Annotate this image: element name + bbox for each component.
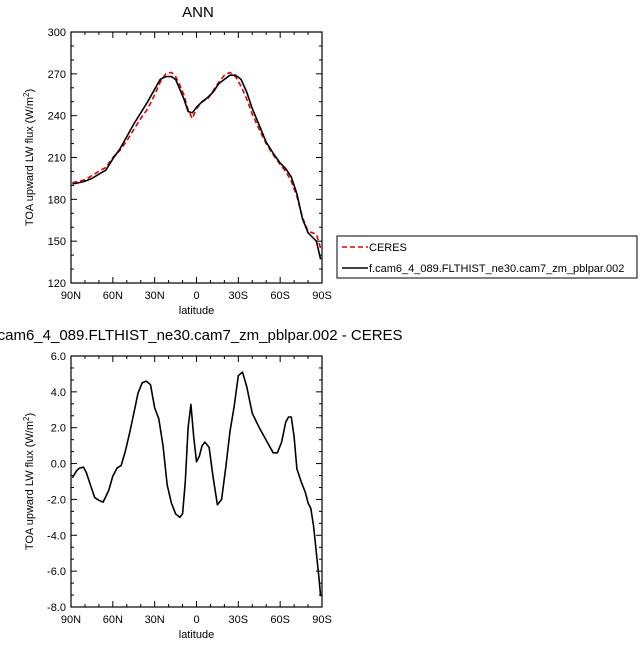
top-xtick-label: 60S [270, 290, 290, 302]
bottom-ytick-label: 0.0 [51, 459, 66, 471]
bottom-xtick-label: 60S [270, 614, 290, 626]
bottom-y-axis-label: TOA upward LW flux (W/m2) [22, 413, 36, 550]
top-x-axis-label: latitude [179, 305, 214, 317]
legend-label-model: f.cam6_4_089.FLTHIST_ne30.cam7_zm_pblpar… [369, 263, 624, 275]
bottom-ytick-label: -8.0 [47, 602, 66, 614]
bottom-ytick-label: -6.0 [47, 566, 66, 578]
top-ytick-label: 180 [48, 194, 66, 206]
top-ytick-label: 210 [48, 153, 66, 165]
bottom-xtick-label: 0 [193, 614, 199, 626]
bottom-ytick-label: 6.0 [51, 351, 66, 363]
top-chart-title: ANN [182, 4, 214, 21]
top-xtick-label: 90S [312, 290, 332, 302]
top-xtick-label: 0 [193, 290, 199, 302]
bottom-xtick-label: 90N [61, 614, 81, 626]
top-xtick-label: 90N [61, 290, 81, 302]
bottom-plot-frame [70, 355, 323, 608]
bottom-chart-plot: 90N 60N 30N 0 30S 60S 90S -8.0 -6.0 -4.0 -2.0 0.0 2.… [22, 351, 332, 641]
top-y-axis-label: TOA upward LW flux (W/m2) [22, 89, 36, 226]
top-xtick-label: 30N [145, 290, 165, 302]
bottom-ytick-label: -2.0 [47, 494, 66, 506]
top-ytick-label: 120 [48, 278, 66, 290]
bottom-ytick-label: 4.0 [51, 387, 66, 399]
bottom-xtick-label: 30N [145, 614, 165, 626]
legend: CERES f.cam6_4_089.FLTHIST_ne30.cam7_zm_… [336, 235, 638, 279]
bottom-xtick-label: 90S [312, 614, 332, 626]
bottom-chart-title: .cam6_4_089.FLTHIST_ne30.cam7_zm_pblpar.… [0, 327, 403, 344]
bottom-series-line-0 [71, 371, 322, 597]
top-plot-frame [70, 31, 323, 284]
top-chart-plot: 90N 60N 30N 0 30S 60S 90S 120 150 180 210 240 270 300… [22, 27, 332, 317]
top-ytick-label: 300 [48, 27, 66, 39]
top-ytick-label: 240 [48, 111, 66, 123]
bottom-ytick-label: -4.0 [47, 530, 66, 542]
legend-box [336, 235, 638, 279]
top-xtick-label: 30S [229, 290, 249, 302]
bottom-ytick-label: 2.0 [51, 423, 66, 435]
top-series-line-0 [72, 71, 322, 249]
bottom-x-axis-label: latitude [179, 629, 214, 641]
top-series-line-1 [72, 74, 322, 260]
top-xtick-label: 60N [103, 290, 123, 302]
bottom-xtick-label: 60N [103, 614, 123, 626]
top-ytick-label: 150 [48, 236, 66, 248]
legend-label-ceres: CERES [369, 242, 407, 254]
top-ytick-label: 270 [48, 69, 66, 81]
bottom-xtick-label: 30S [229, 614, 249, 626]
